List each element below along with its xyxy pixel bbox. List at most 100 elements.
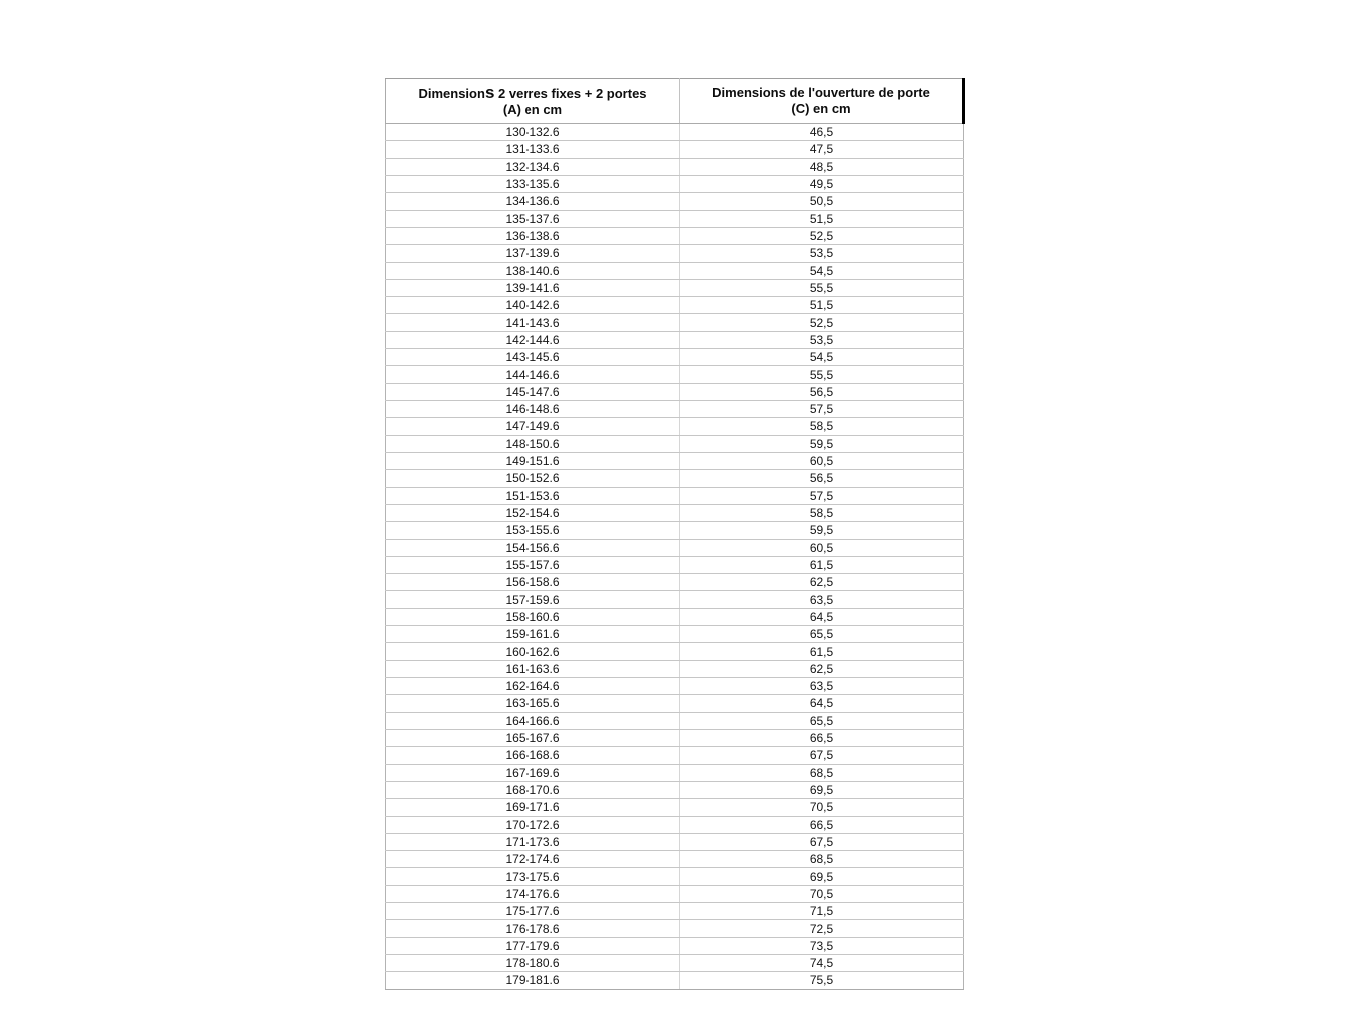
table-row: 158-160.6 64,5: [385, 607, 964, 627]
table-row: 133-135.6 49,5: [385, 174, 964, 194]
cell-dimension-a: 144-146.6: [385, 365, 680, 384]
table-row: 137-139.6 53,5: [385, 244, 964, 263]
table-row: 144-146.6 55,5: [385, 365, 964, 384]
cell-opening-c: 67,5: [679, 832, 964, 852]
table-row: 136-138.6 52,5: [385, 226, 964, 246]
cell-opening-c: 52,5: [679, 313, 964, 332]
cell-dimension-a: 150-152.6: [385, 469, 680, 488]
cell-dimension-a: 135-137.6: [385, 209, 680, 228]
cell-dimension-a: 147-149.6: [385, 417, 680, 436]
cell-dimension-a: 177-179.6: [385, 936, 680, 956]
cell-dimension-a: 160-162.6: [385, 642, 680, 661]
table-body: 130-132.6 46,5 131-133.6 47,5 132-134.6 48,5 1…: [385, 122, 964, 990]
table-row: 138-140.6 54,5: [385, 261, 964, 280]
table-row: 175-177.6 71,5: [385, 902, 964, 921]
cell-dimension-a: 140-142.6: [385, 296, 680, 315]
cell-dimension-a: 163-165.6: [385, 694, 680, 713]
table-row: 156-158.6 62,5: [385, 573, 964, 592]
cell-opening-c: 68,5: [679, 763, 964, 782]
table-row: 163-165.6 64,5: [385, 694, 964, 713]
cell-dimension-a: 133-135.6: [385, 174, 680, 194]
cell-opening-c: 70,5: [679, 798, 964, 817]
cell-opening-c: 56,5: [679, 382, 964, 402]
cell-opening-c: 71,5: [679, 902, 964, 921]
cell-opening-c: 62,5: [679, 659, 964, 679]
cell-opening-c: 56,5: [679, 469, 964, 488]
table-row: 152-154.6 58,5: [385, 503, 964, 523]
cell-opening-c: 72,5: [679, 919, 964, 938]
table-row: 165-167.6 66,5: [385, 728, 964, 748]
cell-dimension-a: 174-176.6: [385, 884, 680, 904]
table-row: 139-141.6 55,5: [385, 278, 964, 298]
header-a-line1-pre: Dimension: [418, 85, 485, 101]
cell-opening-c: 57,5: [679, 399, 964, 419]
cell-opening-c: 52,5: [679, 226, 964, 246]
table-row: 130-132.6 46,5: [385, 122, 964, 142]
table-row: 168-170.6 69,5: [385, 780, 964, 800]
table-row: 159-161.6 65,5: [385, 625, 964, 644]
cell-opening-c: 57,5: [679, 486, 964, 505]
table-row: 157-159.6 63,5: [385, 590, 964, 609]
cell-dimension-a: 138-140.6: [385, 261, 680, 280]
cell-dimension-a: 172-174.6: [385, 850, 680, 869]
cell-dimension-a: 156-158.6: [385, 573, 680, 592]
cell-dimension-a: 130-132.6: [385, 122, 680, 142]
table-row: 145-147.6 56,5: [385, 382, 964, 402]
table-header-row: Dimensions 2 verres fixes + 2 portes (A)…: [385, 78, 965, 124]
cell-opening-c: 59,5: [679, 521, 964, 540]
cell-dimension-a: 157-159.6: [385, 590, 680, 609]
cell-opening-c: 60,5: [679, 451, 964, 471]
cell-dimension-a: 136-138.6: [385, 226, 680, 246]
cell-dimension-a: 169-171.6: [385, 798, 680, 817]
cell-dimension-a: 173-175.6: [385, 867, 680, 886]
cell-opening-c: 68,5: [679, 850, 964, 869]
table-row: 176-178.6 72,5: [385, 919, 964, 938]
cell-opening-c: 65,5: [679, 711, 964, 730]
table-row: 178-180.6 74,5: [385, 953, 964, 973]
cell-opening-c: 50,5: [679, 192, 964, 211]
cell-dimension-a: 149-151.6: [385, 451, 680, 471]
table-row: 170-172.6 66,5: [385, 815, 964, 834]
table-row: 166-168.6 67,5: [385, 746, 964, 765]
cell-opening-c: 59,5: [679, 434, 964, 453]
cell-opening-c: 62,5: [679, 573, 964, 592]
cell-opening-c: 67,5: [679, 746, 964, 765]
cell-opening-c: 48,5: [679, 157, 964, 176]
cell-dimension-a: 145-147.6: [385, 382, 680, 402]
table-row: 174-176.6 70,5: [385, 884, 964, 904]
cell-opening-c: 55,5: [679, 278, 964, 298]
cell-opening-c: 49,5: [679, 174, 964, 194]
cell-dimension-a: 167-169.6: [385, 763, 680, 782]
cell-dimension-a: 155-157.6: [385, 555, 680, 575]
table-row: 143-145.6 54,5: [385, 348, 964, 367]
table-row: 132-134.6 48,5: [385, 157, 964, 176]
cell-opening-c: 54,5: [679, 261, 964, 280]
cell-dimension-a: 179-181.6: [385, 971, 680, 990]
cell-opening-c: 73,5: [679, 936, 964, 956]
cell-dimension-a: 170-172.6: [385, 815, 680, 834]
cell-opening-c: 55,5: [679, 365, 964, 384]
cell-dimension-a: 152-154.6: [385, 503, 680, 523]
cell-dimension-a: 165-167.6: [385, 728, 680, 748]
dimensions-table-container: Dimensions 2 verres fixes + 2 portes (A)…: [385, 78, 965, 990]
table-row: 150-152.6 56,5: [385, 469, 964, 488]
table-row: 140-142.6 51,5: [385, 296, 964, 315]
cell-dimension-a: 137-139.6: [385, 244, 680, 263]
header-c-line2: (C) en cm: [791, 101, 851, 116]
table-row: 177-179.6 73,5: [385, 936, 964, 956]
cell-dimension-a: 148-150.6: [385, 434, 680, 453]
cell-opening-c: 58,5: [679, 503, 964, 523]
cell-dimension-a: 154-156.6: [385, 538, 680, 557]
cell-dimension-a: 166-168.6: [385, 746, 680, 765]
cell-dimension-a: 131-133.6: [385, 140, 680, 159]
cell-dimension-a: 139-141.6: [385, 278, 680, 298]
cell-opening-c: 74,5: [679, 953, 964, 973]
cell-dimension-a: 153-155.6: [385, 521, 680, 540]
table-row: 148-150.6 59,5: [385, 434, 964, 453]
cell-opening-c: 51,5: [679, 296, 964, 315]
table-row: 141-143.6 52,5: [385, 313, 964, 332]
table-row: 131-133.6 47,5: [385, 140, 964, 159]
dimensions-table: Dimensions 2 verres fixes + 2 portes (A)…: [385, 78, 965, 990]
cell-dimension-a: 146-148.6: [385, 399, 680, 419]
cell-opening-c: 53,5: [679, 244, 964, 263]
